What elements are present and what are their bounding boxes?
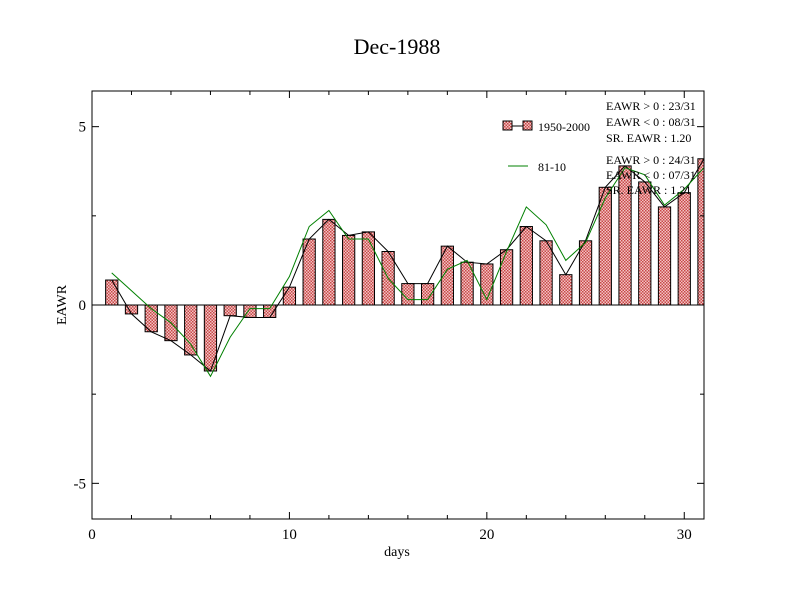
legend-swatch-1950-2000: [502, 120, 513, 131]
bar-day-14: [361, 231, 376, 306]
bar-day-30: [677, 192, 691, 306]
stats-1-line: SR. EAWR : 1.20: [606, 131, 691, 145]
stats-annotations: EAWR > 0 : 23/31 EAWR < 0 : 08/31 SR. EAWR…: [606, 99, 696, 197]
stats-1-line: EAWR > 0 : 23/31: [606, 99, 696, 113]
bar-day-1: [105, 279, 119, 306]
bar-day-5: [184, 304, 198, 356]
bar-day-7: [223, 304, 237, 317]
legend-swatch-1950-2000: [522, 120, 533, 131]
plot-area: [92, 158, 705, 378]
bar-day-22: [519, 226, 533, 306]
bar-day-31: [697, 158, 705, 306]
chart-title: Dec-1988: [354, 34, 441, 59]
x-tick-label: 10: [282, 527, 297, 543]
bar-day-12: [322, 218, 336, 306]
stats-2-line: EAWR < 0 : 07/31: [606, 168, 696, 182]
bar-day-23: [539, 240, 553, 306]
series-line-81-10: [111, 167, 705, 378]
y-tick-label: -5: [74, 476, 87, 492]
legend-label-81-10: 81-10: [538, 160, 566, 174]
x-tick-label: 20: [479, 527, 494, 543]
bar-day-26: [598, 186, 612, 306]
x-tick-label: 0: [88, 527, 96, 543]
stats-1-line: EAWR < 0 : 08/31: [606, 115, 696, 129]
bar-day-6: [203, 304, 218, 372]
bar-day-13: [342, 234, 356, 306]
bar-day-29: [657, 206, 672, 306]
series-line-1950-2000: [111, 158, 705, 372]
legend-label-1950-2000: 1950-2000: [538, 120, 590, 134]
bar-day-10: [282, 286, 297, 306]
stats-2-line: SR. EAWR : 1.21: [606, 183, 691, 197]
y-axis-label: EAWR: [55, 284, 70, 325]
y-tick-label: 5: [79, 120, 87, 136]
x-axis-label: days: [384, 545, 410, 560]
bar-day-28: [638, 181, 652, 306]
bar-day-24: [559, 274, 573, 306]
bar-day-17: [420, 283, 435, 306]
bar-day-21: [499, 249, 514, 306]
legend: 1950-2000 81-10: [502, 120, 590, 174]
y-tick-label: 0: [79, 298, 87, 314]
x-tick-label: 30: [677, 527, 692, 543]
stats-2-line: EAWR > 0 : 24/31: [606, 153, 696, 167]
bar-day-25: [578, 240, 593, 306]
axes: 0 10 20 30 -5 0 5: [74, 91, 704, 543]
